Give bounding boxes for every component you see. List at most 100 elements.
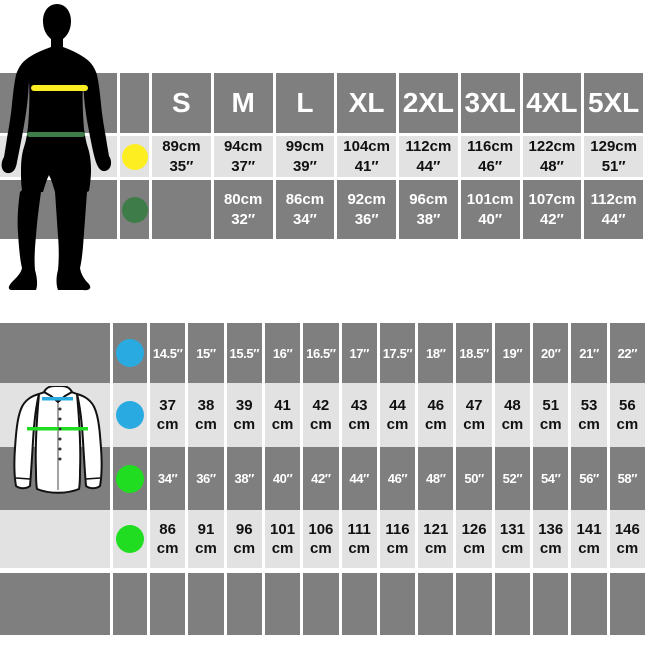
value-cell [494, 568, 531, 635]
value-cell [152, 180, 211, 239]
figure-cell [0, 447, 110, 510]
value-cell: 18.5″ [456, 323, 492, 383]
value-cell [418, 568, 454, 635]
value-cell: 42 cm [303, 383, 339, 447]
yellow-dot [121, 143, 148, 170]
value-cell: 91 cm [188, 510, 224, 568]
green-dot [116, 464, 144, 493]
dot-cell [113, 383, 147, 447]
value-cell: 96cm 38″ [399, 180, 458, 239]
value-cell: 4XL [522, 73, 582, 133]
value-cell: 122cm 48″ [522, 136, 582, 177]
value-cell: 38 cm [188, 383, 224, 447]
value-cell: 19″ [494, 323, 531, 383]
dot-cell [113, 323, 147, 383]
value-cell: 20″ [533, 323, 569, 383]
value-cell: 111 cm [341, 510, 377, 568]
value-cell: 48″ [418, 447, 454, 510]
value-cell: 112cm 44″ [584, 180, 643, 239]
value-cell: 104cm 41″ [337, 136, 396, 177]
value-cell: S [152, 73, 211, 133]
value-cell: 129cm 51″ [584, 136, 643, 177]
value-cell: 40″ [264, 447, 301, 510]
value-cell: 50″ [456, 447, 492, 510]
value-cell: 18″ [418, 323, 454, 383]
value-cell: 89cm 35″ [152, 136, 211, 177]
value-cell: 47 cm [456, 383, 492, 447]
value-cell: 101cm 40″ [460, 180, 520, 239]
value-cell: 58″ [609, 447, 645, 510]
value-cell: 96 cm [226, 510, 262, 568]
value-cell: 92cm 36″ [337, 180, 396, 239]
green-dot [116, 525, 144, 553]
dot-cell [120, 73, 149, 133]
value-cell: 15″ [188, 323, 224, 383]
shirt-size-table: 14.5″ 15″ 15.5″ 16″ 16.5″ 17″ 17.5″ 18″ 18.5″ 19″… [0, 323, 645, 635]
value-cell [456, 568, 492, 635]
value-cell: 15.5″ [226, 323, 262, 383]
value-cell: XL [337, 73, 396, 133]
value-cell: 116cm 46″ [460, 136, 520, 177]
figure-cell [0, 136, 117, 177]
value-cell: 17.5″ [379, 323, 416, 383]
value-cell: 3XL [460, 73, 520, 133]
value-cell: 112cm 44″ [399, 136, 458, 177]
value-cell: 52″ [494, 447, 531, 510]
value-cell: 107cm 42″ [522, 180, 582, 239]
value-cell [264, 568, 301, 635]
value-cell: 41 cm [264, 383, 301, 447]
value-cell [150, 568, 186, 635]
value-cell: 17″ [341, 323, 377, 383]
value-cell: 2XL [399, 73, 458, 133]
value-cell: 14.5″ [150, 323, 186, 383]
value-cell [188, 568, 224, 635]
value-cell: 48 cm [494, 383, 531, 447]
value-cell: L [275, 73, 335, 133]
figure-cell [0, 323, 110, 383]
value-cell [533, 568, 569, 635]
value-cell: 22″ [609, 323, 645, 383]
value-cell: 56″ [571, 447, 607, 510]
value-cell: 101 cm [264, 510, 301, 568]
value-cell: 106 cm [303, 510, 339, 568]
value-cell: 136 cm [533, 510, 569, 568]
value-cell: 99cm 39″ [275, 136, 335, 177]
value-cell: 42″ [303, 447, 339, 510]
value-cell: 46 cm [418, 383, 454, 447]
adult-size-table: S M L XL 2XL 3XL 4XL 5XL 89cm 35″ 94cm 37″ 99cm 39… [0, 73, 643, 239]
value-cell [571, 568, 607, 635]
value-cell: 131 cm [494, 510, 531, 568]
value-cell: 80cm 32″ [213, 180, 273, 239]
value-cell: 34″ [150, 447, 186, 510]
value-cell: 53 cm [571, 383, 607, 447]
figure-cell [0, 180, 117, 239]
value-cell: 5XL [584, 73, 643, 133]
value-cell: 56 cm [609, 383, 645, 447]
value-cell: M [213, 73, 273, 133]
figure-cell [0, 568, 110, 635]
dot-cell [120, 180, 149, 239]
value-cell [379, 568, 416, 635]
value-cell [341, 568, 377, 635]
value-cell: 16.5″ [303, 323, 339, 383]
value-cell: 21″ [571, 323, 607, 383]
value-cell: 44″ [341, 447, 377, 510]
value-cell: 46″ [379, 447, 416, 510]
value-cell: 38″ [226, 447, 262, 510]
blue-dot [116, 339, 144, 367]
figure-cell [0, 73, 117, 133]
value-cell: 86cm 34″ [275, 180, 335, 239]
value-cell: 39 cm [226, 383, 262, 447]
value-cell: 121 cm [418, 510, 454, 568]
value-cell: 86 cm [150, 510, 186, 568]
blue-dot [116, 401, 144, 429]
value-cell [226, 568, 262, 635]
dot-cell [113, 568, 147, 635]
value-cell: 126 cm [456, 510, 492, 568]
value-cell: 54″ [533, 447, 569, 510]
value-cell [609, 568, 645, 635]
figure-cell [0, 510, 110, 568]
value-cell: 146 cm [609, 510, 645, 568]
value-cell: 36″ [188, 447, 224, 510]
